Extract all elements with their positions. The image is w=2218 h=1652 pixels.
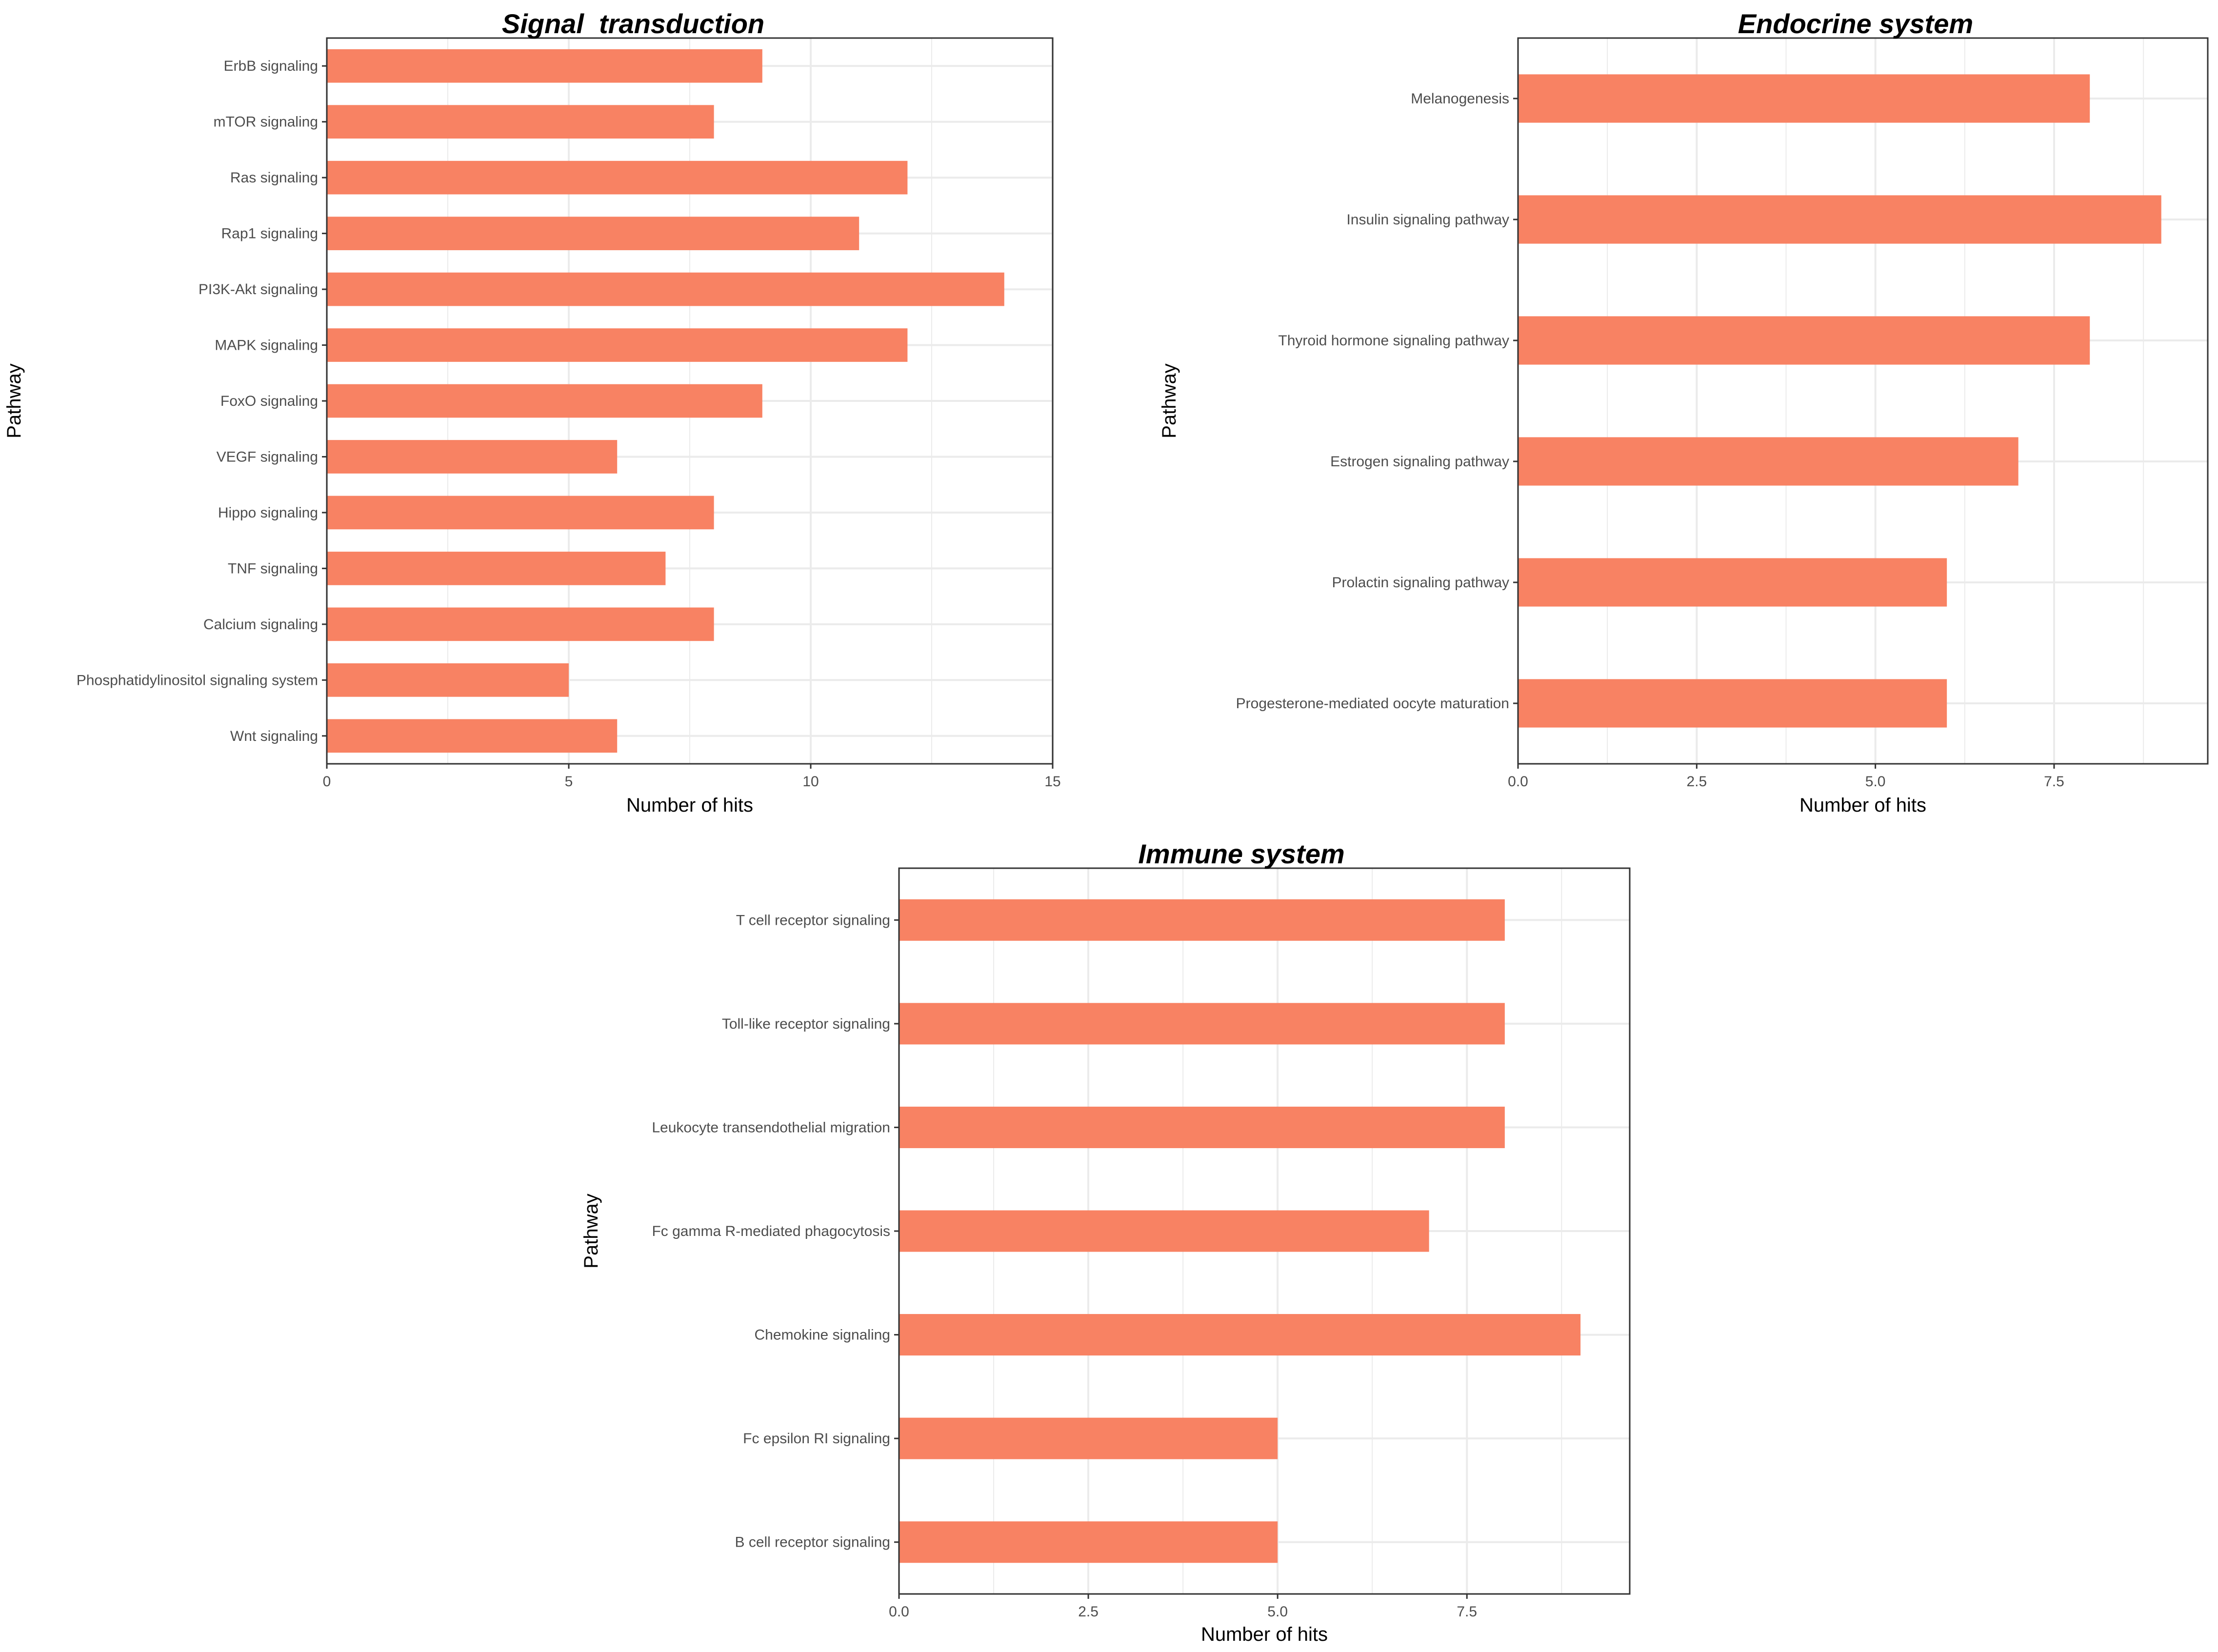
panel-0-y-axis-title: Pathway xyxy=(3,363,25,438)
panel-0-bar-2 xyxy=(327,160,908,195)
panel-2-category-label: T cell receptor signaling xyxy=(736,912,890,928)
panel-0-bar-9 xyxy=(327,552,666,585)
panel-1-category-label: Estrogen signaling pathway xyxy=(1330,454,1509,470)
panel-0-category-label: Rap1 signaling xyxy=(221,226,318,242)
panel-1-xtick-label: 0.0 xyxy=(1508,774,1528,790)
panel-2-bar-0 xyxy=(899,899,1505,941)
panel-0-category-label: mTOR signaling xyxy=(213,114,318,130)
panel-2-xtick-label: 2.5 xyxy=(1078,1604,1099,1620)
panel-0-bar-5 xyxy=(327,328,908,362)
panel-2-category-label: Toll-like receptor signaling xyxy=(722,1016,890,1032)
panel-1-bar-5 xyxy=(1518,679,1947,728)
panel-1-category-label: Prolactin signaling pathway xyxy=(1332,575,1509,591)
panel-0-category-label: Hippo signaling xyxy=(218,505,318,521)
panel-2-category-label: Chemokine signaling xyxy=(755,1327,891,1343)
panel-0-category-label: Wnt signaling xyxy=(230,728,318,744)
panel-1-bar-0 xyxy=(1518,74,2090,123)
panel-0-bar-11 xyxy=(327,663,569,697)
panel-1-category-label: Melanogenesis xyxy=(1411,91,1509,107)
panel-1-bar-2 xyxy=(1518,316,2090,365)
panel-0-xtick-label: 0 xyxy=(323,774,331,790)
panel-0-bar-10 xyxy=(327,607,714,641)
panel-0-bar-7 xyxy=(327,440,618,474)
panel-0-bar-0 xyxy=(327,49,762,83)
panel-1-background xyxy=(1518,38,2208,764)
panel-1-category-label: Progesterone-mediated oocyte maturation xyxy=(1236,696,1509,712)
panel-1-xtick-label: 5.0 xyxy=(1865,774,1886,790)
panel-0-bar-6 xyxy=(327,384,762,418)
panel-2-y-axis-title: Pathway xyxy=(580,1194,602,1268)
panel-0-category-label: Ras signaling xyxy=(230,170,318,186)
panel-2-bar-4 xyxy=(899,1314,1581,1356)
panel-0-category-label: VEGF signaling xyxy=(217,449,318,465)
panel-0-category-label: PI3K-Akt signaling xyxy=(199,281,318,298)
panel-2-bar-3 xyxy=(899,1210,1429,1252)
panel-2-border xyxy=(898,867,1631,1595)
panel-1-bar-3 xyxy=(1518,437,2018,486)
panel-0-bar-12 xyxy=(327,719,618,753)
panel-0-border xyxy=(326,37,1054,765)
panel-2-xtick-label: 7.5 xyxy=(1457,1604,1477,1620)
panel-0-xtick-label: 15 xyxy=(1044,774,1060,790)
panel-0-xtick-label: 5 xyxy=(565,774,573,790)
panel-2-bar-6 xyxy=(899,1521,1278,1563)
panel-1-border xyxy=(1517,37,2209,765)
panel-0-category-label: FoxO signaling xyxy=(220,393,318,409)
panel-0-bar-1 xyxy=(327,105,714,139)
panel-1-category-label: Insulin signaling pathway xyxy=(1346,212,1509,228)
panel-0-xtick-label: 10 xyxy=(802,774,819,790)
panel-0-bar-8 xyxy=(327,496,714,530)
panel-2-x-axis-title: Number of hits xyxy=(1201,1624,1328,1645)
panel-2-xtick-label: 5.0 xyxy=(1267,1604,1288,1620)
panel-2-bar-2 xyxy=(899,1106,1505,1148)
panel-2-xtick-label: 0.0 xyxy=(889,1604,909,1620)
panel-1-bar-4 xyxy=(1518,558,1947,607)
panel-1-bar-1 xyxy=(1518,195,2161,244)
panel-0-bar-4 xyxy=(327,272,1004,306)
panel-2-bar-1 xyxy=(899,1003,1505,1045)
panel-2-bar-5 xyxy=(899,1417,1278,1459)
panel-2-category-label: Fc gamma R-mediated phagocytosis xyxy=(652,1223,890,1239)
panel-1-xtick-label: 2.5 xyxy=(1686,774,1707,790)
panel-0-category-label: TNF signaling xyxy=(228,560,318,577)
panel-0-title: Signal transduction xyxy=(502,8,764,39)
panel-1-title: Endocrine system xyxy=(1738,8,1973,39)
panel-1-y-axis-title: Pathway xyxy=(1159,363,1180,438)
panel-0-x-axis-title: Number of hits xyxy=(626,795,753,816)
panel-2-category-label: Leukocyte transendothelial migration xyxy=(652,1119,890,1135)
panel-0-category-label: Phosphatidylinositol signaling system xyxy=(77,672,318,688)
panel-2-category-label: Fc epsilon RI signaling xyxy=(743,1431,890,1447)
panel-0-category-label: MAPK signaling xyxy=(215,338,318,354)
panel-1-category-label: Thyroid hormone signaling pathway xyxy=(1278,333,1509,349)
panel-0-bar-3 xyxy=(327,217,859,250)
panel-0-category-label: Calcium signaling xyxy=(203,617,318,633)
panel-0-category-label: ErbB signaling xyxy=(224,58,318,74)
panel-2-title: Immune system xyxy=(1138,838,1344,869)
panel-1-xtick-label: 7.5 xyxy=(2044,774,2064,790)
panel-1-x-axis-title: Number of hits xyxy=(1799,795,1926,816)
panel-2-category-label: B cell receptor signaling xyxy=(735,1534,890,1551)
